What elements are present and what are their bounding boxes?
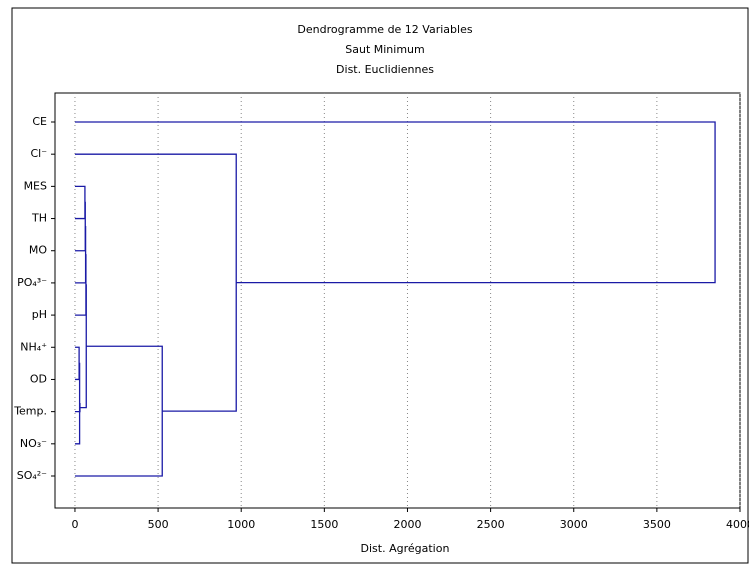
x-tick-label: 2000 [393,518,421,531]
frame [11,7,749,564]
x-tick-label: 1000 [227,518,255,531]
dendrogram-link [74,345,163,477]
dendrogram-link [74,121,716,284]
y-tick-label: MO [29,244,47,257]
y-tick-label: pH [32,308,47,321]
y-tick-label: PO₄³⁻ [17,276,47,289]
y-tick-label: TH [31,212,47,225]
x-tick-label: 500 [148,518,169,531]
y-tick-label: Temp. [13,405,47,418]
x-tick-label: 3000 [560,518,588,531]
x-axis-label: Dist. Agrégation [361,542,450,555]
x-tick-label: 4000 [726,518,749,531]
x-tick-label: 1500 [310,518,338,531]
chart-title: Dendrogramme de 12 Variables [297,23,472,36]
x-tick-label: 2500 [477,518,505,531]
dendrogram-link [74,402,81,413]
y-tick-label: SO₄²⁻ [17,469,47,482]
y-tick-label: OD [30,372,47,385]
y-tick-label: MES [24,179,47,192]
y-tick-label: CE [32,115,47,128]
chart-subtitle: Saut Minimum [345,43,424,56]
plot-area [54,92,741,509]
y-tick-label: NO₃⁻ [20,437,47,450]
x-tick-label: 3500 [643,518,671,531]
y-tick-label: NH₄⁺ [20,340,47,353]
x-tick-label: 0 [71,518,78,531]
chart-subtitle: Dist. Euclidiennes [336,63,434,76]
y-tick-label: Cl⁻ [30,147,47,160]
